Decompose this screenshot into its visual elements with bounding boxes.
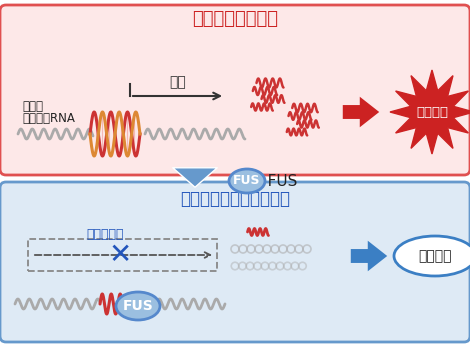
FancyArrowPatch shape <box>173 168 217 187</box>
Text: 異常ポリペプチドの減少: 異常ポリペプチドの減少 <box>180 190 290 208</box>
FancyBboxPatch shape <box>0 5 470 175</box>
Text: リピートRNA: リピートRNA <box>22 111 75 125</box>
Text: + FUS: + FUS <box>250 173 298 189</box>
Ellipse shape <box>116 292 160 320</box>
Ellipse shape <box>229 169 265 193</box>
FancyArrowPatch shape <box>351 241 387 271</box>
Text: 異常ポリペプチド: 異常ポリペプチド <box>192 10 278 28</box>
FancyArrowPatch shape <box>343 97 379 127</box>
Text: 翻訳: 翻訳 <box>170 75 187 89</box>
Text: 治療効果: 治療効果 <box>418 249 452 263</box>
Polygon shape <box>390 70 470 154</box>
Text: FUS: FUS <box>233 174 261 187</box>
Text: ✕: ✕ <box>109 241 132 269</box>
Text: FUS: FUS <box>123 299 153 313</box>
FancyBboxPatch shape <box>0 182 470 342</box>
Text: 神経変性: 神経変性 <box>416 106 448 118</box>
Ellipse shape <box>394 236 470 276</box>
Text: 異常な: 異常な <box>22 99 43 112</box>
Text: 翻訳の抑制: 翻訳の抑制 <box>86 227 124 240</box>
